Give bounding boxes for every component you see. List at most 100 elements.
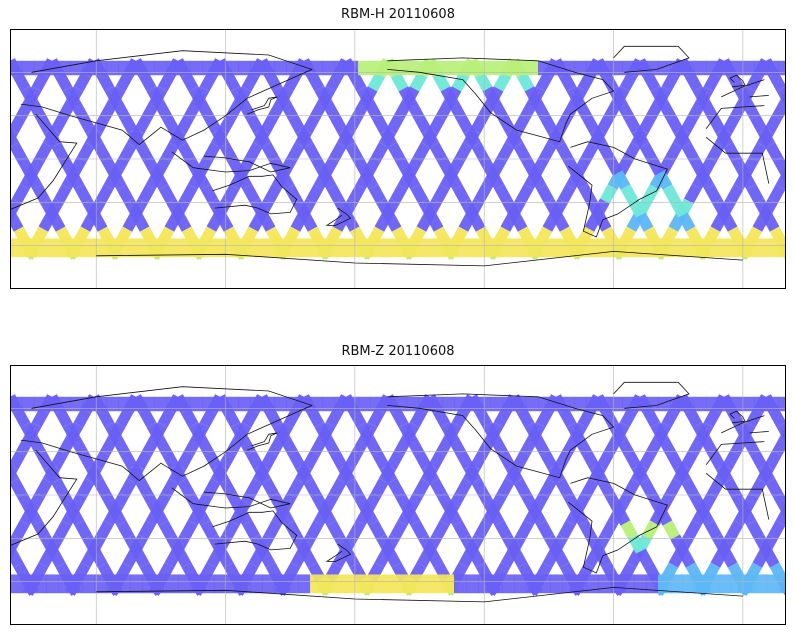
swath-segment bbox=[12, 408, 31, 428]
band-cell bbox=[706, 60, 719, 76]
band-cell bbox=[562, 574, 575, 594]
band-cell bbox=[154, 238, 167, 258]
swath-segment bbox=[143, 492, 161, 512]
band-cell bbox=[682, 574, 695, 594]
swath-segment bbox=[314, 86, 332, 106]
swath-segment bbox=[704, 520, 722, 540]
swath-segment bbox=[196, 436, 214, 456]
swath-segment bbox=[222, 520, 240, 540]
swath-segment bbox=[689, 492, 707, 512]
swath-segment bbox=[413, 478, 431, 498]
swath-segment bbox=[505, 464, 524, 484]
swath-segment bbox=[532, 436, 550, 456]
swath-segment bbox=[468, 212, 486, 232]
swath-segment bbox=[463, 128, 482, 148]
band-cell bbox=[406, 60, 419, 76]
swath-segment bbox=[600, 184, 618, 204]
swath-segment bbox=[329, 478, 347, 498]
swath-segment bbox=[428, 450, 446, 470]
swath-segment bbox=[368, 520, 386, 540]
swath-segment bbox=[268, 436, 286, 456]
swath-segment bbox=[322, 436, 340, 456]
swath-segment bbox=[497, 478, 515, 498]
swath-segment bbox=[638, 114, 656, 134]
swath-segment bbox=[280, 436, 298, 456]
swath-segment bbox=[723, 478, 741, 498]
swath-segment bbox=[554, 114, 572, 134]
swath-segment bbox=[619, 408, 638, 428]
swath-segment bbox=[96, 184, 114, 204]
swath-segment bbox=[269, 156, 287, 176]
swath-segment bbox=[636, 212, 654, 232]
band-cell bbox=[142, 396, 155, 412]
band-cell bbox=[442, 60, 455, 76]
band-cell bbox=[634, 396, 647, 412]
band-cell bbox=[250, 60, 263, 76]
band-cell bbox=[454, 60, 467, 76]
swath-segment bbox=[222, 408, 241, 428]
swath-segment bbox=[768, 520, 786, 540]
swath-segment bbox=[605, 492, 623, 512]
swath-segment bbox=[368, 184, 386, 204]
swath-segment bbox=[409, 408, 428, 428]
swath-segment bbox=[708, 450, 726, 470]
swath-segment bbox=[470, 450, 488, 470]
band-cell bbox=[574, 574, 587, 594]
swath-segment bbox=[566, 86, 584, 106]
swath-segment bbox=[253, 464, 272, 484]
band-cell bbox=[310, 238, 323, 258]
swath-segment bbox=[395, 492, 413, 512]
swath-segment bbox=[650, 422, 668, 442]
swath-segment bbox=[742, 100, 760, 120]
band-cell bbox=[586, 396, 599, 412]
swath-segment bbox=[387, 478, 405, 498]
swath-segment bbox=[93, 478, 111, 498]
band-cell bbox=[718, 238, 731, 258]
coastline-outline bbox=[96, 250, 743, 267]
swath-segment bbox=[62, 422, 80, 442]
swath-segment bbox=[264, 520, 282, 540]
band-cell bbox=[466, 574, 479, 594]
swath-segment bbox=[516, 408, 535, 428]
band-cell bbox=[166, 574, 179, 594]
swath-segment bbox=[666, 450, 684, 470]
band-cell bbox=[118, 60, 131, 76]
swath-segment bbox=[58, 436, 76, 456]
swath-segment bbox=[10, 478, 27, 498]
swath-segment bbox=[646, 436, 664, 456]
swath-segment bbox=[74, 184, 92, 204]
swath-segment bbox=[188, 422, 206, 442]
band-cell bbox=[454, 396, 467, 412]
coastline-outline bbox=[613, 45, 690, 73]
swath-segment bbox=[127, 464, 146, 484]
swath-segment bbox=[134, 450, 152, 470]
band-cell bbox=[130, 396, 143, 412]
band-cell bbox=[598, 238, 611, 258]
swath-segment bbox=[708, 114, 726, 134]
swath-segment bbox=[631, 464, 650, 484]
band-cell bbox=[22, 396, 35, 412]
swath-segment bbox=[539, 142, 557, 162]
swath-segment bbox=[628, 534, 646, 554]
band-cell bbox=[298, 574, 311, 594]
swath-segment bbox=[250, 534, 268, 554]
swath-segment bbox=[762, 548, 780, 568]
swath-segment bbox=[768, 184, 786, 204]
band-cell bbox=[346, 396, 359, 412]
band-cell bbox=[766, 60, 779, 76]
swath-segment bbox=[372, 114, 390, 134]
swath-segment bbox=[85, 464, 104, 484]
swath-segment bbox=[460, 534, 478, 554]
swath-segment bbox=[387, 142, 405, 162]
band-cell bbox=[262, 238, 275, 258]
band-cell bbox=[58, 238, 71, 258]
swath-segment bbox=[384, 212, 402, 232]
swath-segment bbox=[134, 114, 152, 134]
swath-segment bbox=[516, 72, 535, 92]
swath-segment bbox=[432, 184, 450, 204]
swath-segment bbox=[594, 548, 612, 568]
band-cell bbox=[394, 574, 407, 594]
swath-segment bbox=[12, 520, 30, 540]
band-cell bbox=[658, 238, 671, 258]
swath-segment bbox=[70, 100, 88, 120]
